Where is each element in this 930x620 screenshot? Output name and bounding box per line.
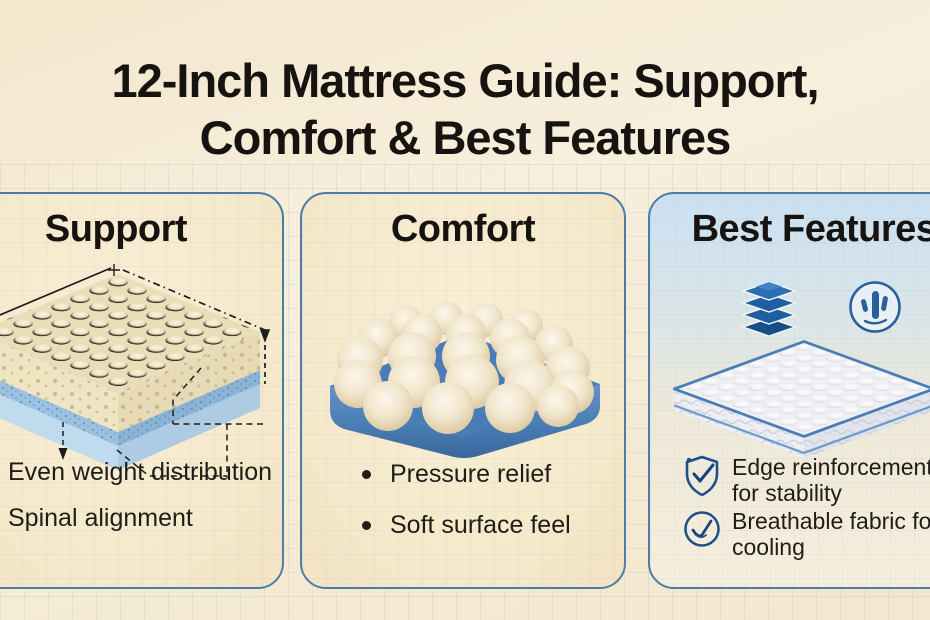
- panel-best-features: Best Features: [648, 192, 930, 589]
- feature-text-edge-reinforcement: Edge reinforcement for stability: [732, 454, 930, 506]
- quilted-mattress-illustration: [672, 340, 930, 459]
- panel-support: Support: [0, 192, 284, 589]
- feature-row-edge-reinforcement: Edge reinforcement for stability: [682, 454, 930, 506]
- support-point-1: Even weight distribution: [8, 458, 273, 486]
- feature-row-breathable-fabric: Breathable fabric for cooling: [682, 508, 930, 560]
- shield-check-icon: [685, 455, 719, 497]
- panel-comfort: Comfort Pressure relief: [300, 192, 626, 589]
- circle-check-icon: [684, 511, 720, 547]
- panel-best-features-heading: Best Features: [691, 208, 930, 250]
- comfort-points: Pressure relief Soft surface feel: [358, 460, 571, 540]
- title-line-1: 12-Inch Mattress Guide: Support,: [111, 54, 819, 108]
- support-point-2: Spinal alignment: [8, 504, 193, 532]
- comfort-point-1: Pressure relief: [358, 460, 571, 489]
- layered-foam-mattress-illustration: [0, 264, 271, 477]
- plush-mattress-illustration: [330, 301, 600, 458]
- panel-support-heading: Support: [44, 208, 188, 250]
- air-circulation-icon: [849, 281, 901, 333]
- infographic-title: 12-Inch Mattress Guide: Support, Comfort…: [0, 53, 930, 166]
- feature-text-breathable-fabric: Breathable fabric for cooling: [732, 508, 930, 560]
- comfort-point-2: Soft surface feel: [358, 511, 571, 540]
- title-line-2: Comfort & Best Features: [199, 110, 732, 164]
- panel-comfort-heading: Comfort: [390, 208, 536, 250]
- foam-layers-icon: [740, 281, 798, 337]
